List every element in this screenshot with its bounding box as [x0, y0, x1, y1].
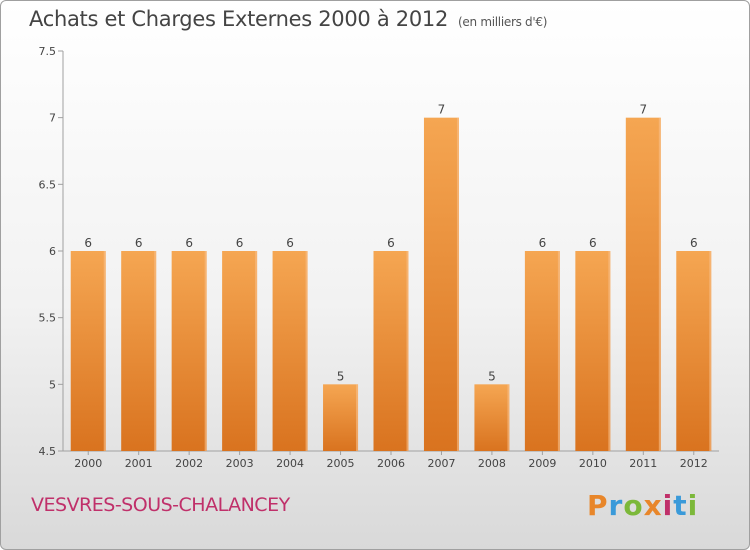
y-tick-label: 5.5 [39, 312, 57, 325]
y-tick-label: 6 [49, 245, 56, 258]
bar-edge [456, 117, 459, 452]
logo-letter: r [608, 489, 624, 522]
data-labels: 6 6 6 6 6 5 6 7 5 6 6 7 6 [84, 103, 697, 384]
bar [373, 251, 409, 451]
bar-edge [709, 251, 712, 451]
bar [272, 251, 308, 451]
logo-letter: o [623, 489, 644, 522]
bar-value-label: 6 [84, 236, 92, 250]
bar [121, 251, 157, 451]
bar-value-label: 5 [337, 369, 345, 383]
x-tick-label: 2002 [175, 457, 203, 470]
bar [625, 117, 661, 452]
bar-value-label: 6 [135, 236, 143, 250]
bar-value-label: 6 [589, 236, 597, 250]
bar-value-label: 6 [539, 236, 547, 250]
bar [171, 251, 207, 451]
bar-value-label: 5 [488, 369, 496, 383]
logo-letter: P [587, 489, 609, 522]
x-tick-label: 2012 [680, 457, 708, 470]
bar [474, 384, 510, 451]
x-tick-label: 2009 [528, 457, 556, 470]
y-axis: 4.5 5 5.5 6 6.5 7 7.5 [39, 45, 64, 458]
bar-edge [154, 251, 157, 451]
bar-value-label: 6 [387, 236, 395, 250]
logo-letter: x [643, 489, 663, 522]
bar [676, 251, 712, 451]
chart-title-text: Achats et Charges Externes 2000 à 2012 [29, 7, 449, 31]
x-tick-label: 2001 [125, 457, 153, 470]
bar-edge [608, 251, 611, 451]
x-tick-label: 2010 [579, 457, 607, 470]
bar [222, 251, 258, 451]
bars [70, 117, 712, 452]
bar-edge [305, 251, 308, 451]
bar [575, 251, 611, 451]
bar-edge [507, 384, 510, 451]
bar-value-label: 7 [639, 103, 647, 117]
bar [70, 251, 106, 451]
y-tick-label: 5 [49, 378, 56, 391]
y-tick-label: 7.5 [39, 45, 57, 58]
bar-edge [103, 251, 106, 451]
x-tick-label: 2004 [276, 457, 304, 470]
bar-value-label: 6 [185, 236, 193, 250]
y-tick-label: 6.5 [39, 178, 57, 191]
x-tick-label: 2011 [629, 457, 657, 470]
y-tick-label: 7 [49, 112, 56, 125]
x-tick-label: 2008 [478, 457, 506, 470]
bar-value-label: 7 [438, 103, 446, 117]
x-tick-label: 2003 [226, 457, 254, 470]
bar-edge [658, 117, 661, 452]
commune-name: VESVRES-SOUS-CHALANCEY [31, 494, 290, 516]
bar [323, 384, 359, 451]
y-tick-label: 4.5 [39, 445, 57, 458]
x-tick-label: 2006 [377, 457, 405, 470]
bar-edge [406, 251, 409, 451]
proxiti-logo[interactable]: Proxiti [587, 489, 698, 522]
bar-value-label: 6 [236, 236, 244, 250]
x-tick-label: 2007 [427, 457, 455, 470]
logo-letter: i [662, 489, 674, 522]
bar-edge [557, 251, 560, 451]
x-axis: 2000 2001 2002 2003 2004 2005 2006 2007 2008 2009… [63, 450, 719, 470]
bar-edge [204, 251, 207, 451]
logo-letter: t [673, 489, 688, 522]
chart-title: Achats et Charges Externes 2000 à 2012 (e… [29, 7, 547, 31]
bar-edge [255, 251, 258, 451]
bar-value-label: 6 [286, 236, 294, 250]
x-tick-label: 2000 [74, 457, 102, 470]
bar-edge [356, 384, 359, 451]
chart-subtitle: (en milliers d'€) [458, 15, 548, 29]
x-tick-label: 2005 [327, 457, 355, 470]
bar [524, 251, 560, 451]
logo-letter: i [687, 489, 699, 522]
bar [423, 117, 459, 452]
bar-value-label: 6 [690, 236, 698, 250]
